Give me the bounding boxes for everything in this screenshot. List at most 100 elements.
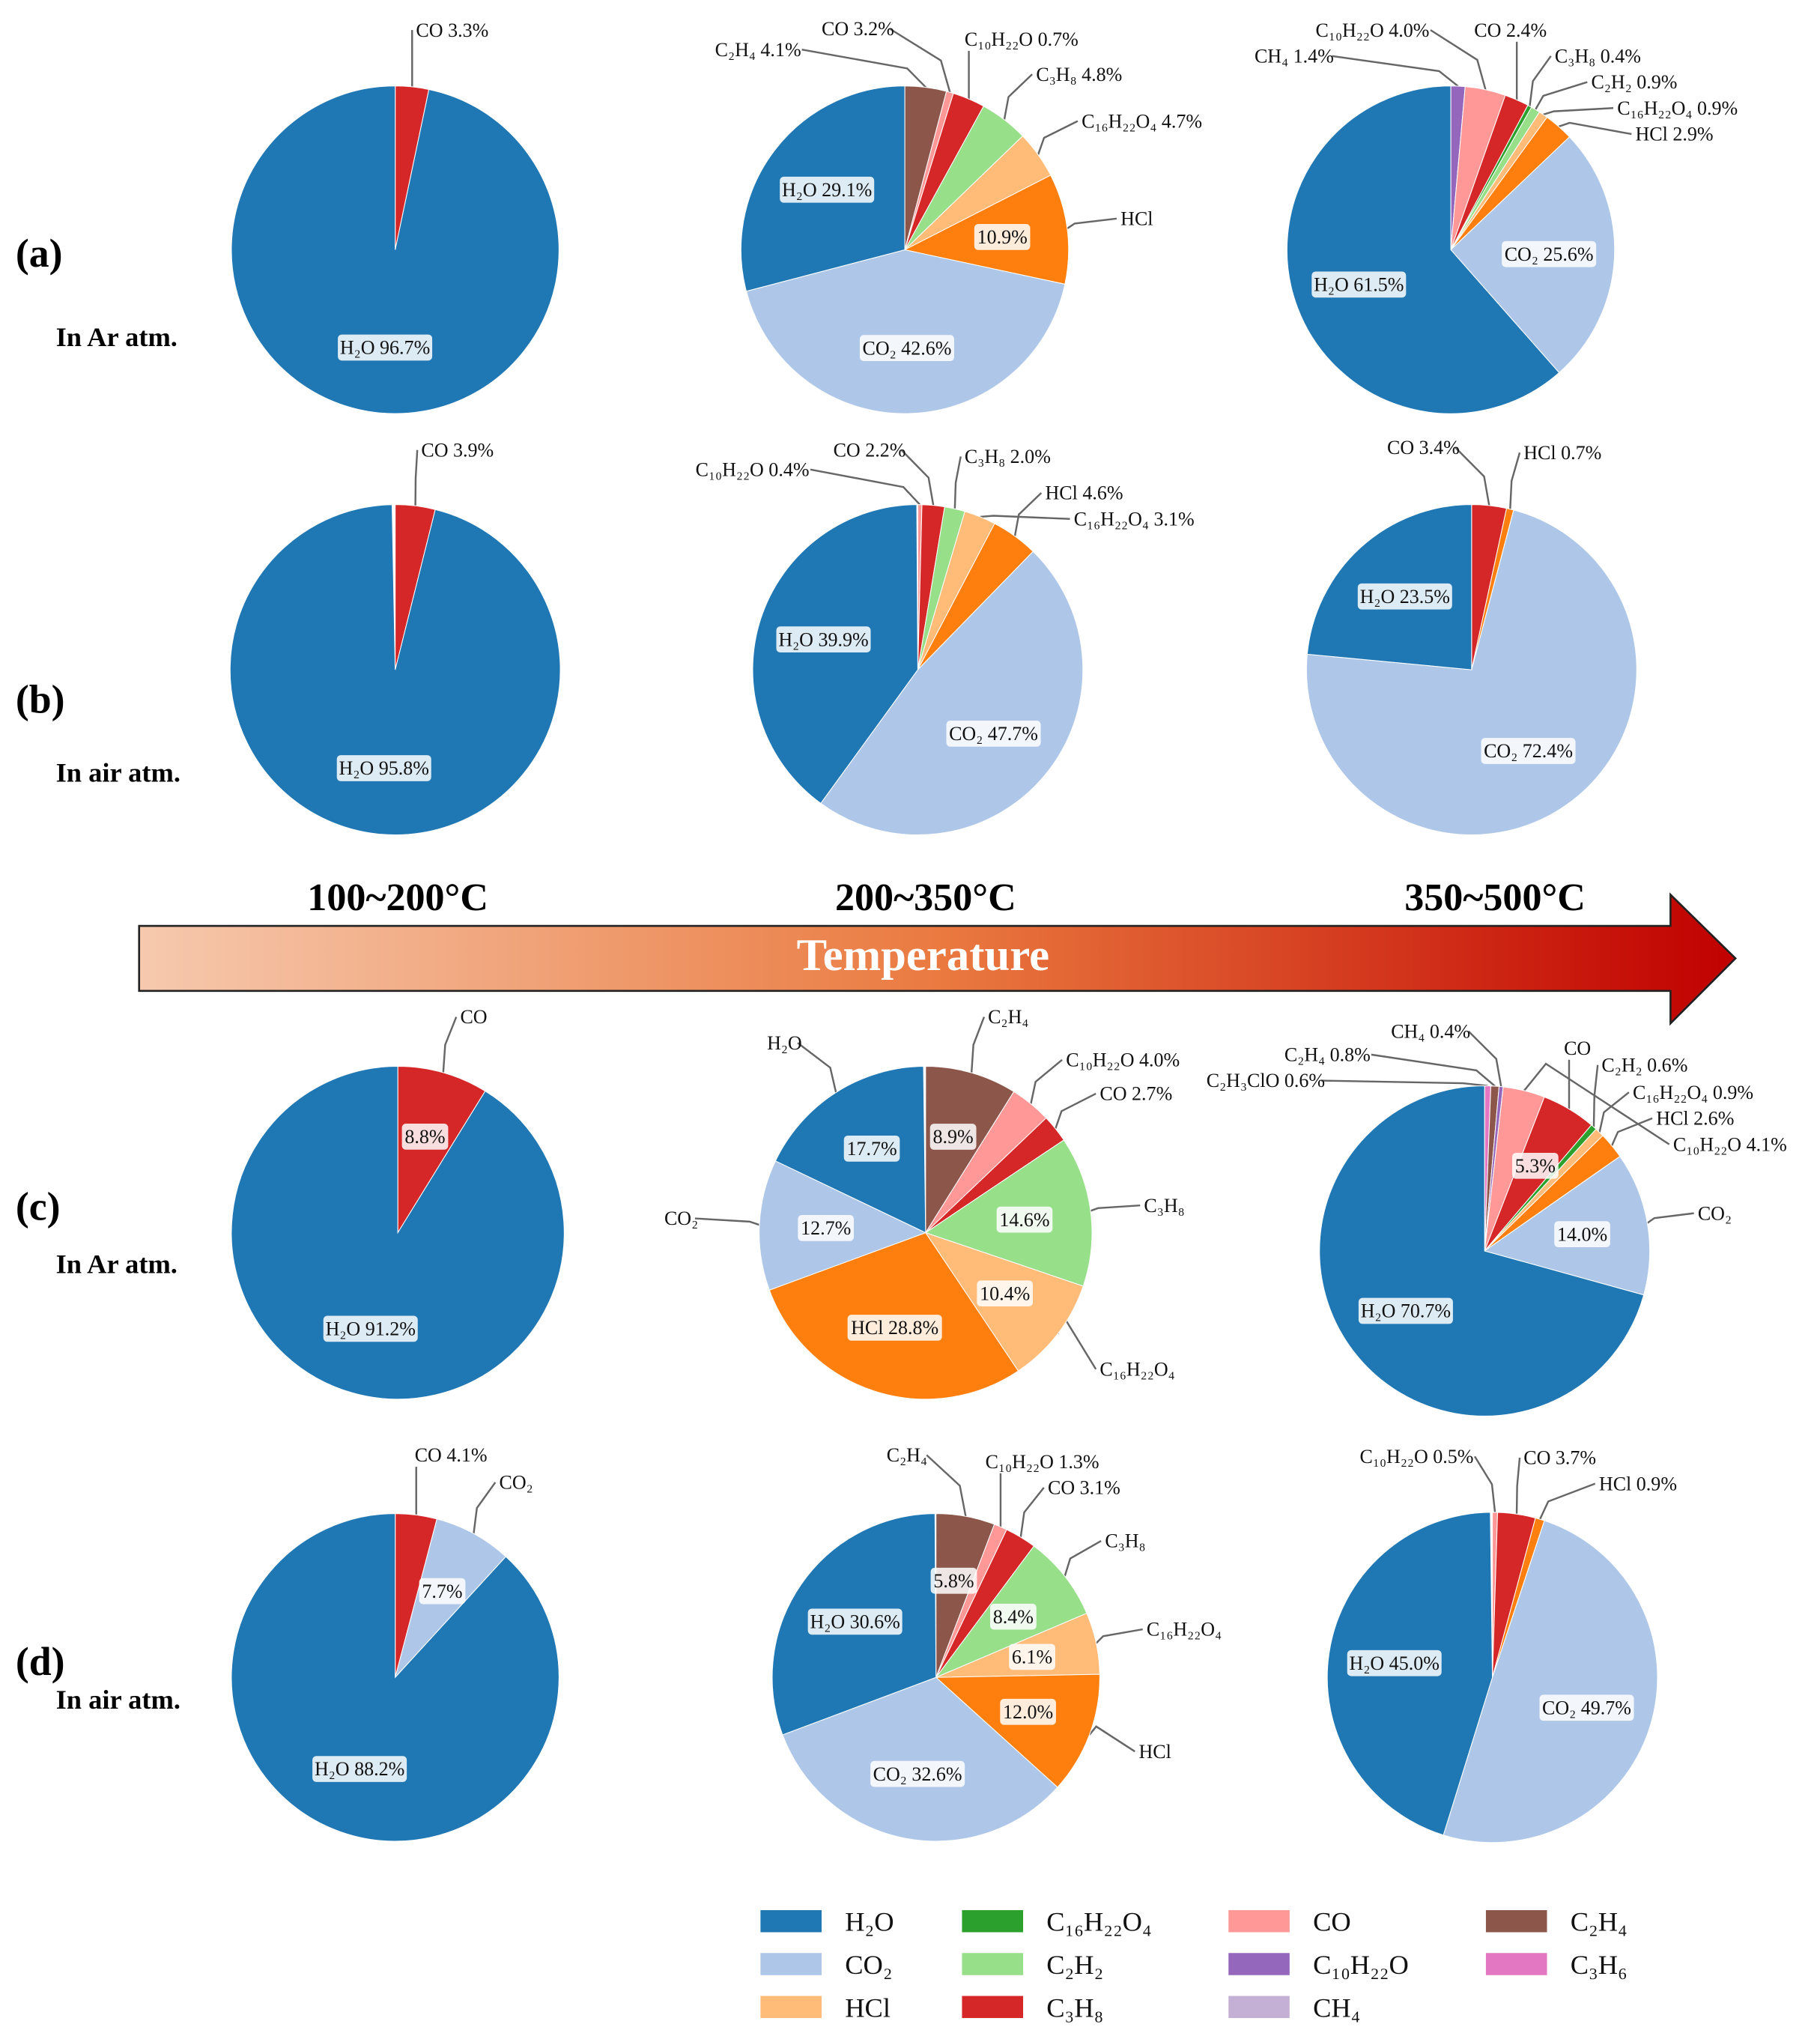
outer-label: CO 3.7% [1523,1447,1596,1469]
row-tag-a: (a) [16,231,63,276]
leader-line [953,456,962,509]
outer-label: C₃H₈ [1144,1195,1184,1217]
row-atm-a: In Ar atm. [56,322,178,352]
row-tag-d: (d) [16,1639,65,1684]
inner-label-box [807,1608,903,1635]
outer-label: CO₂ [664,1208,698,1229]
outer-label: HCl 2.9% [1636,124,1714,145]
leader-line [442,1017,458,1073]
leader-line [926,1454,967,1517]
legend-label: C₃H₆ [1571,1950,1628,1980]
inner-label-box [1009,1643,1055,1670]
leader-line [810,468,921,506]
pie-b1: CO 3.9% H₂O 95.8% [229,439,561,836]
legend-swatch [760,1996,822,2019]
legend-label: C₃H₈ [1046,1993,1103,2023]
leader-line [1003,73,1033,120]
outer-label: C₃H₈ 4.8% [1036,64,1122,85]
leader-line [1019,1487,1045,1538]
inner-label-box [1358,1297,1453,1324]
pie-c3: C₂H₃ClO 0.6% C₂H₄ 0.8% CH₄ 0.4% C₁₀H₂₂O 4.1… [1207,1020,1787,1417]
leader-line [1095,1628,1143,1644]
pie-c3-slice-9 [1319,1085,1645,1417]
outer-label: CO 2.4% [1474,19,1547,41]
outer-label: C₂H₄ 0.8% [1284,1044,1371,1066]
inner-label-box [1481,738,1576,764]
inner-label: 8.4% [993,1606,1034,1628]
inner-label-box [843,1135,900,1162]
inner-label-box [1311,271,1407,298]
inner-label: H₂O 70.7% [1361,1300,1451,1322]
inner-label-box [419,1578,466,1605]
leader-line [889,28,951,93]
outer-label: CO 3.9% [421,439,494,461]
inner-label-box [1539,1694,1634,1721]
pie-a1: CO 3.3% H₂O 96.7% [231,19,559,414]
inner-label: H₂O 61.5% [1314,274,1404,296]
inner-label: H₂O 45.0% [1350,1652,1440,1674]
legend-label: HCl [845,1993,891,2023]
outer-label: CO 3.1% [1048,1477,1120,1499]
row-tag-c: (c) [16,1184,61,1228]
outer-label: CH₄ 1.4% [1255,46,1334,67]
outer-label: CO 3.4% [1387,437,1460,458]
outer-label: C₃H₈ 0.4% [1555,46,1641,67]
leader-line [1067,217,1117,230]
row-atm-d: In air atm. [56,1685,181,1715]
inner-label: 10.4% [980,1282,1030,1304]
pie-c1-slice-1 [231,1065,565,1400]
outer-label: C₁₆H₂₂O₄ 3.1% [1074,508,1195,530]
outer-label: HCl [1138,1741,1171,1763]
leader-line [1037,120,1079,155]
legend-swatch [1228,1996,1290,2019]
inner-label-box [929,1124,977,1150]
pie-b2: C₁₀H₂₂O 0.4% CO 2.2% C₃H₈ 2.0% C₁₆H₂₂O₄ 3.1… [696,439,1195,836]
legend-label: CO₂ [845,1950,892,1980]
pie-d2-slice-6 [782,1676,1058,1842]
inner-label: 14.0% [1557,1223,1607,1245]
inner-label: 5.3% [1515,1155,1556,1177]
inner-label-box [338,334,433,361]
pie-d3-slice-3 [1443,1520,1658,1843]
leader-line [414,449,419,506]
temperature-label: Temperature [797,930,1049,981]
inner-label-box [974,224,1031,250]
row-tag-b: (b) [16,676,65,721]
outer-label: HCl 4.6% [1046,482,1123,504]
pie-d2: 5.8% C₂H₄ C₁₀H₂₂O 1.3% CO 3.1% 8.4% C₃H₈ 6.1% C… [771,1444,1222,1842]
outer-label: C₁₀H₂₂O 0.4% [696,458,810,480]
pie-d3: C₁₀H₂₂O 0.5% CO 3.7%HCl 0.9% CO₂ 49.7% H₂O … [1326,1446,1677,1843]
leader-line [1592,1064,1599,1127]
outer-label: CO [460,1006,487,1028]
leader-line [1515,1457,1521,1515]
outer-label: C₂H₄ 4.1% [715,39,801,61]
leader-line [473,1482,497,1534]
leader-line [1030,1058,1063,1104]
leader-line [980,515,1070,520]
inner-label: 8.9% [933,1126,974,1148]
legend-label: C₂H₄ [1571,1907,1628,1937]
inner-label-box [847,1315,942,1341]
pie-b2-slice-6 [752,504,918,805]
pie-a3: CH₄ 1.4% C₁₀H₂₂O 4.0% CO 2.4% C₃H₈ 0.4% C₂H₂… [1255,19,1738,414]
temp-range-3: 350~500°C [1404,876,1586,919]
outer-label: C₁₆H₂₂O₄ 0.9% [1633,1082,1753,1103]
pie-b2-slice-5 [820,551,1084,836]
inner-label-box [336,755,431,781]
row-atm-c: In Ar atm. [56,1249,178,1279]
inner-label: H₂O 96.7% [340,337,430,359]
legend-swatch [962,1953,1024,1975]
leader-line [1529,55,1552,106]
inner-label: 7.7% [422,1581,462,1602]
inner-label: 12.7% [801,1217,851,1239]
inner-label-box [780,176,875,203]
outer-label: HCl [1120,207,1153,229]
outer-label: C₂H₄ [988,1006,1028,1028]
outer-label: CO 2.7% [1099,1083,1172,1105]
inner-label: H₂O 23.5% [1360,586,1450,608]
pie-a1-slice-1 [231,85,559,414]
legend-swatch [1228,1909,1290,1933]
leader-line [1598,1091,1630,1133]
outer-label: CO 2.2% [834,439,906,461]
inner-label: H₂O 95.8% [339,757,429,779]
